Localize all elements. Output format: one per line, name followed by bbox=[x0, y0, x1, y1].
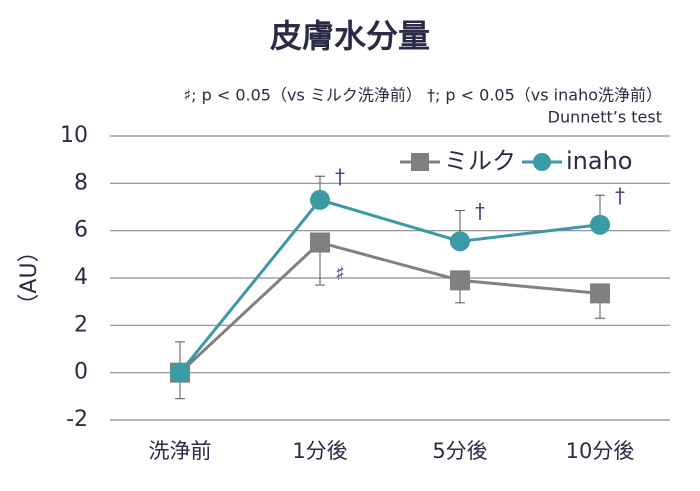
point bbox=[450, 270, 470, 291]
significance-mark: † bbox=[475, 199, 485, 223]
legend-label: ミルク bbox=[444, 147, 516, 175]
y-tick-label: 6 bbox=[74, 218, 88, 243]
point bbox=[310, 189, 330, 210]
x-tick-label: 1分後 bbox=[292, 439, 347, 463]
point bbox=[310, 232, 330, 253]
y-tick-label: 2 bbox=[74, 312, 88, 337]
y-tick-label: 8 bbox=[74, 170, 88, 195]
legend-marker bbox=[533, 153, 551, 171]
significance-mark: † bbox=[615, 184, 625, 208]
series-line bbox=[178, 240, 601, 374]
x-tick-label: 洗浄前 bbox=[149, 439, 212, 463]
y-tick-label: 0 bbox=[74, 360, 88, 385]
point bbox=[450, 231, 470, 252]
chart-title: 皮膚水分量 bbox=[270, 17, 430, 55]
point bbox=[170, 362, 190, 383]
significance-mark: ♯ bbox=[335, 261, 345, 285]
y-tick-label: 10 bbox=[60, 123, 88, 148]
significance-mark: † bbox=[335, 165, 345, 189]
y-tick-label: 4 bbox=[74, 265, 88, 290]
legend-marker bbox=[411, 153, 429, 171]
y-tick-label: -2 bbox=[66, 407, 88, 432]
point bbox=[590, 283, 610, 304]
x-tick-label: 10分後 bbox=[566, 439, 635, 463]
y-axis-label: （AU） bbox=[17, 240, 42, 315]
subtitle: ♯; p < 0.05（vs ミルク洗浄前） †; p < 0.05（vs in… bbox=[183, 86, 662, 105]
note: Dunnett’s test bbox=[548, 108, 662, 127]
legend-label: inaho bbox=[566, 147, 632, 175]
point bbox=[590, 214, 610, 235]
series-line bbox=[178, 198, 601, 374]
x-tick-label: 5分後 bbox=[432, 439, 487, 463]
